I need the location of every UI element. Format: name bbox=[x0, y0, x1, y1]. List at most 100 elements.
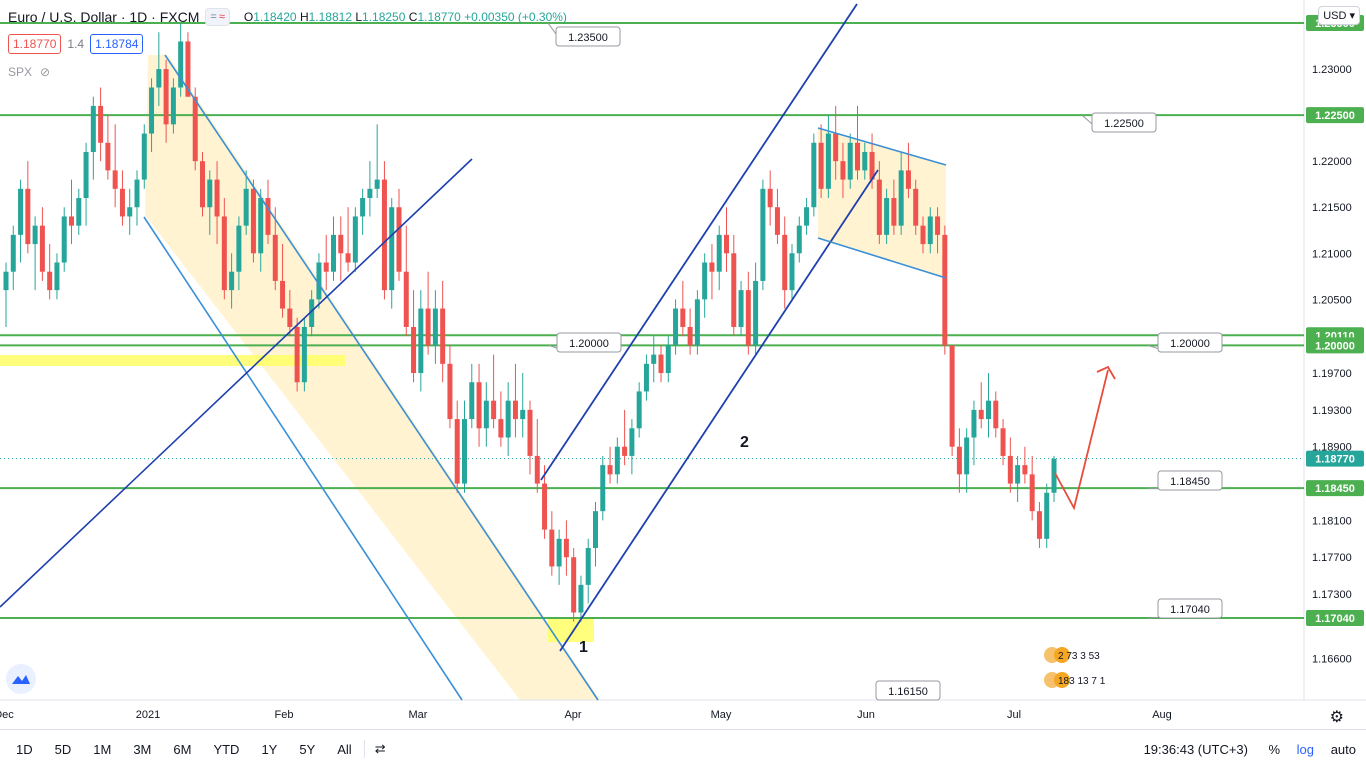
candle-body bbox=[338, 234, 344, 254]
callout-label: 1.23500 bbox=[568, 32, 608, 44]
candle-body bbox=[352, 216, 358, 263]
falling-channel-upper bbox=[164, 54, 599, 701]
candle-body bbox=[767, 188, 773, 208]
candle-body bbox=[876, 179, 882, 235]
candle-body bbox=[571, 557, 577, 613]
callout-label: 1.17040 bbox=[1170, 604, 1210, 616]
level-axis-tag bbox=[1306, 610, 1364, 627]
candle-body bbox=[840, 161, 846, 180]
current-price-tag bbox=[1306, 450, 1364, 467]
projection-arrow bbox=[1054, 369, 1109, 511]
candle-body bbox=[658, 354, 664, 374]
auto-scale-toggle[interactable]: auto bbox=[1330, 741, 1356, 757]
time-tick-label: Mar bbox=[409, 709, 428, 721]
callout-label: 1.18450 bbox=[1170, 476, 1210, 488]
candle-body bbox=[971, 409, 977, 438]
price-tick-label: 1.19300 bbox=[1312, 405, 1352, 417]
candle-body bbox=[731, 253, 737, 327]
candle-body bbox=[585, 548, 591, 585]
candle-body bbox=[811, 142, 817, 208]
tradingview-logo-icon[interactable] bbox=[6, 664, 36, 694]
callout-box bbox=[1157, 470, 1223, 491]
candle-body bbox=[374, 179, 380, 189]
candle-body bbox=[542, 483, 548, 530]
clock-display[interactable]: 19:36:43 (UTC+3) bbox=[1143, 741, 1248, 757]
currency-select[interactable]: USD ▾ bbox=[1318, 6, 1360, 25]
candle-body bbox=[76, 198, 82, 226]
candle-body bbox=[127, 207, 133, 217]
candle-body bbox=[483, 400, 489, 429]
candle-body bbox=[425, 308, 431, 346]
long-rising-trendline bbox=[0, 158, 473, 608]
candle-body bbox=[476, 382, 482, 429]
candle-body bbox=[381, 179, 387, 291]
eye-hidden-icon[interactable]: ⊘ bbox=[40, 65, 51, 79]
candle-body bbox=[898, 170, 904, 226]
candle-body bbox=[913, 188, 919, 226]
candle-body bbox=[753, 280, 759, 346]
level-axis-label: 1.22500 bbox=[1315, 110, 1355, 122]
candle-body bbox=[411, 326, 417, 374]
candle-body bbox=[163, 69, 169, 125]
level-axis-tag bbox=[1306, 480, 1364, 497]
range-button-ytd[interactable]: YTD bbox=[213, 741, 240, 757]
highlight-zone bbox=[0, 355, 345, 366]
candle-body bbox=[331, 234, 336, 272]
candle-body bbox=[920, 225, 926, 245]
candle-body bbox=[250, 188, 256, 254]
bottom-toolbar: 1D 5D 1M 3M 6M YTD 1Y 5Y All ⇄ 19:36:43 (UTC+3) … bbox=[0, 729, 1366, 768]
range-button-1m[interactable]: 1M bbox=[93, 741, 112, 757]
price-tick-label: 1.18900 bbox=[1312, 442, 1352, 454]
candle-body bbox=[774, 207, 780, 235]
falling-channel-band bbox=[145, 55, 600, 700]
chart-style-toggle-icon[interactable]: = ≈ bbox=[205, 8, 230, 26]
range-button-5d[interactable]: 5D bbox=[54, 741, 72, 757]
candle-body bbox=[309, 299, 315, 327]
range-button-3m[interactable]: 3M bbox=[133, 741, 152, 757]
candle-body bbox=[1000, 428, 1006, 456]
level-axis-label: 1.20000 bbox=[1315, 340, 1355, 352]
current-price-label: 1.18770 bbox=[1315, 454, 1355, 466]
range-button-1d[interactable]: 1D bbox=[16, 741, 33, 757]
time-tick-label: Jun bbox=[857, 709, 875, 721]
percent-toggle[interactable]: % bbox=[1268, 741, 1280, 757]
candle-body bbox=[178, 41, 184, 88]
news-flag-icon bbox=[1054, 672, 1070, 688]
candle-body bbox=[593, 511, 598, 549]
candle-body bbox=[520, 409, 526, 420]
range-button-6m[interactable]: 6M bbox=[173, 741, 192, 757]
price-tick-label: 1.18100 bbox=[1312, 515, 1352, 527]
candle-body bbox=[265, 198, 271, 235]
level-axis-tag bbox=[1306, 107, 1364, 124]
calendar-range-icon[interactable]: ⇄ bbox=[374, 741, 386, 756]
log-toggle[interactable]: log bbox=[1296, 741, 1314, 757]
symbol-title[interactable]: Euro / U.S. Dollar · 1D · FXCM bbox=[8, 9, 200, 25]
range-button-5y[interactable]: 5Y bbox=[299, 741, 316, 757]
candle-body bbox=[1015, 465, 1021, 484]
range-button-1y[interactable]: 1Y bbox=[261, 741, 278, 757]
candle-body bbox=[98, 105, 104, 143]
candle-body bbox=[694, 299, 700, 346]
candle-body bbox=[956, 446, 962, 475]
candle-body bbox=[789, 253, 795, 291]
buy-button[interactable]: 1.18784 bbox=[90, 34, 144, 54]
candle-body bbox=[724, 234, 729, 254]
range-button-all[interactable]: All bbox=[337, 741, 352, 757]
candle-body bbox=[61, 216, 67, 263]
candle-body bbox=[170, 87, 176, 125]
callout-box bbox=[1157, 598, 1223, 619]
candle-body bbox=[18, 188, 24, 235]
gear-icon[interactable]: ⚙ bbox=[1329, 709, 1344, 726]
indicator-name[interactable]: SPX bbox=[8, 65, 33, 79]
time-tick-label: 2021 bbox=[136, 709, 160, 721]
callout-label: 1.16150 bbox=[888, 686, 928, 698]
time-tick-label: May bbox=[711, 709, 732, 721]
annotation-1: 1 bbox=[579, 639, 588, 656]
candle-body bbox=[236, 225, 242, 272]
annotation-2: 2 bbox=[740, 434, 749, 451]
candle-body bbox=[986, 400, 991, 420]
sell-button[interactable]: 1.18770 bbox=[8, 34, 62, 54]
candle-body bbox=[272, 234, 278, 281]
candle-body bbox=[10, 234, 16, 272]
